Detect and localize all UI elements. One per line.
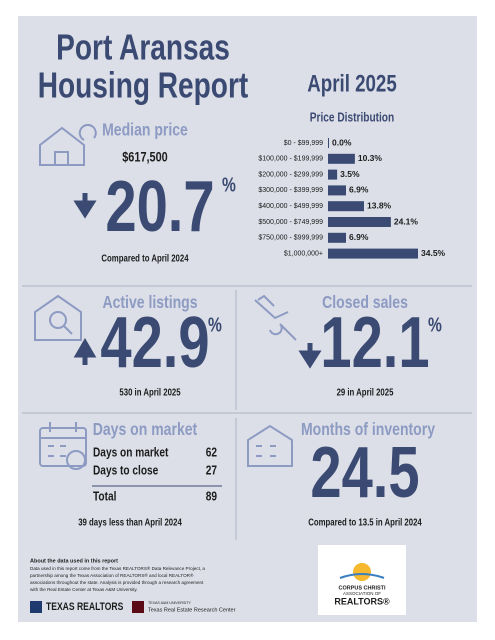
up-arrow <box>73 338 97 365</box>
value-label: 24.1% <box>394 216 419 226</box>
category-label: $500,000 - $749,999 <box>258 219 323 226</box>
title: Housing Report <box>38 65 249 105</box>
value-label: 6.9% <box>349 232 369 242</box>
value-label: 6.9% <box>349 185 369 195</box>
about-text: with the Real Estate Center at Texas A&M… <box>30 587 138 592</box>
section-label: Months of inventory <box>301 419 435 439</box>
value-label: 10.3% <box>358 153 383 163</box>
section-label: Median price <box>102 120 188 140</box>
logo-mark <box>30 601 42 613</box>
bar <box>328 217 391 227</box>
about-text: associations throughout the state. Analy… <box>30 580 204 585</box>
unit: % <box>428 313 442 335</box>
unit: % <box>208 313 222 335</box>
category-label: $300,000 - $399,999 <box>258 187 323 194</box>
big-number: 20.7 <box>105 166 214 246</box>
category-label: $1,000,000+ <box>284 250 323 257</box>
detail: 530 in April 2025 <box>119 387 180 398</box>
detail: 29 in April 2025 <box>337 387 394 398</box>
period: April 2025 <box>307 70 396 97</box>
table-cell: 27 <box>206 463 217 477</box>
category-label: $750,000 - $999,999 <box>258 235 323 242</box>
section-label: Active listings <box>102 292 197 312</box>
house-icon <box>39 123 97 166</box>
table-cell: Days to close <box>93 463 159 477</box>
keys-icon <box>254 294 297 341</box>
big-number: 12.1 <box>320 302 429 382</box>
logo: ASSOCIATION OF <box>343 591 381 596</box>
value-label: 34.5% <box>421 248 446 258</box>
logo: CORPUS CHRISTI <box>338 585 386 591</box>
bar <box>328 232 346 243</box>
table-cell: Total <box>93 489 116 503</box>
value-label: 3.5% <box>340 169 360 179</box>
logo-wave <box>339 573 385 579</box>
logo-mark <box>132 601 144 613</box>
bar <box>328 185 346 196</box>
table-cell: 62 <box>206 445 218 459</box>
down-arrow <box>73 193 97 219</box>
building-icon <box>247 424 293 467</box>
down-arrow <box>298 343 322 369</box>
bar <box>328 153 355 164</box>
comparison: Compared to April 2024 <box>101 253 188 264</box>
value-label: 13.8% <box>367 200 392 210</box>
title: Port Aransas <box>56 27 230 67</box>
about-text: partnership among the Texas Association … <box>30 572 194 578</box>
bar <box>328 201 364 212</box>
about-title: About the data used in this report <box>30 558 118 564</box>
calendar-icon <box>39 422 87 470</box>
logo: Texas Real Estate Research Center <box>148 607 236 613</box>
median-price: $617,500 <box>122 149 168 165</box>
category-label: $400,000 - $499,999 <box>258 203 323 210</box>
table-cell: 89 <box>206 489 218 503</box>
logo: REALTORS® <box>334 596 390 606</box>
bar <box>328 138 329 148</box>
about-text: Data used in this report come from the T… <box>30 565 205 571</box>
category-label: $0 - $99,999 <box>284 140 323 147</box>
big-number: 24.5 <box>310 432 419 512</box>
unit: % <box>222 173 236 195</box>
table-cell: Days on market <box>93 445 169 459</box>
chart-title: Price Distribution <box>310 110 394 124</box>
panel <box>18 16 477 622</box>
category-label: $100,000 - $199,999 <box>258 156 323 163</box>
price-distribution: $0 - $99,999 0.0% $100,000 - $199,999 10.3%… <box>258 137 446 259</box>
logo-sun <box>353 563 371 581</box>
comparison: 39 days less than April 2024 <box>78 517 182 528</box>
comparison: Compared to 13.5 in April 2024 <box>308 517 422 528</box>
search-house-icon <box>34 294 82 341</box>
value-label: 0.0% <box>332 137 352 147</box>
bar <box>328 169 338 180</box>
logo: TEXAS REALTORS <box>46 601 124 613</box>
category-label: $200,000 - $299,999 <box>258 171 323 178</box>
logo: TEXAS A&M UNIVERSITY <box>148 601 192 605</box>
bar <box>328 248 418 259</box>
section-label: Days on market <box>93 419 198 439</box>
section-label: Closed sales <box>322 292 408 312</box>
big-number: 42.9 <box>100 302 209 382</box>
